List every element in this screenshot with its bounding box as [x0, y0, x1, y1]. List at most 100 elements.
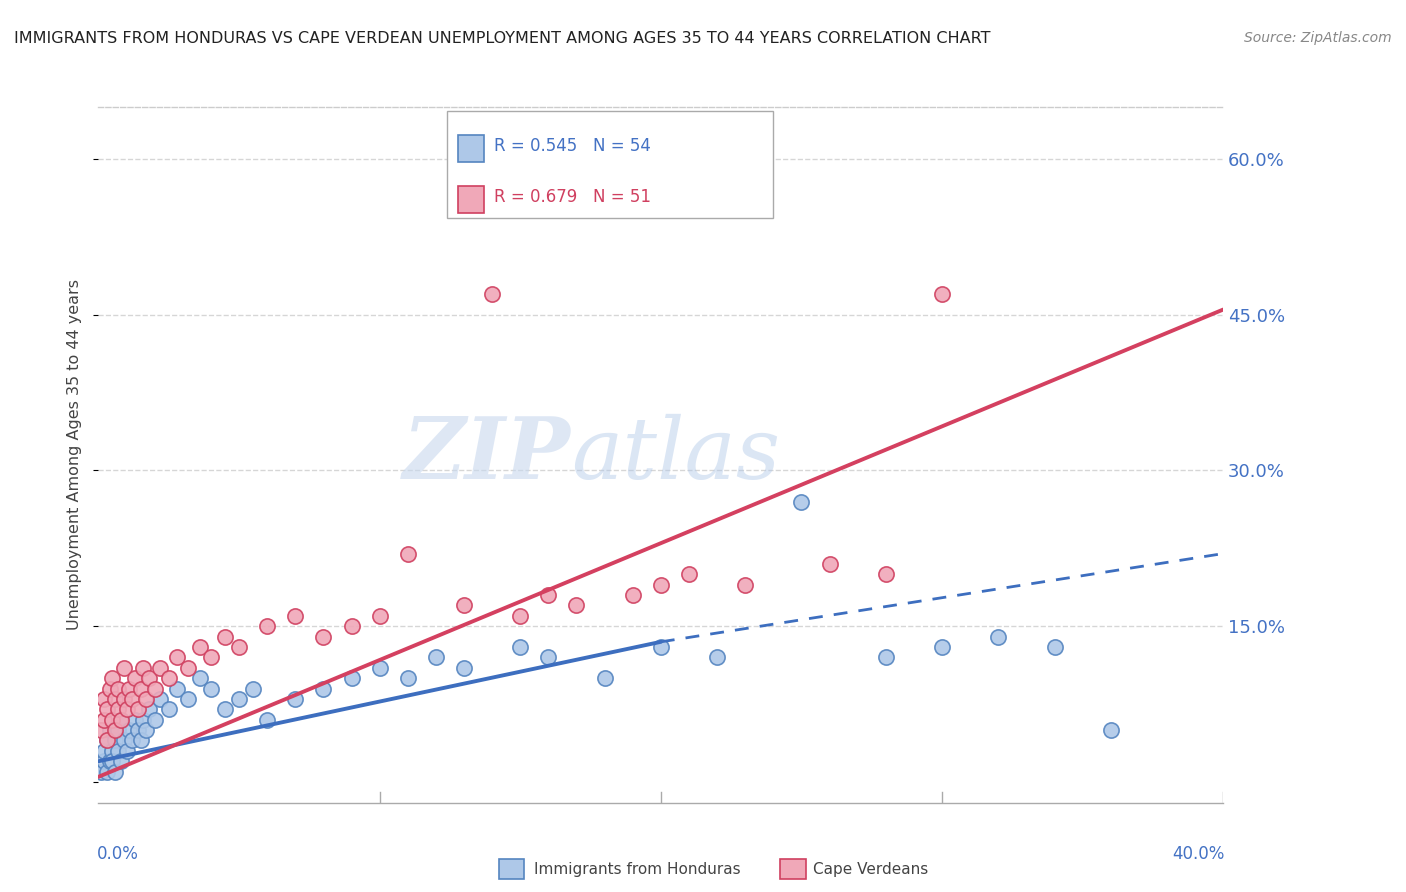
- Point: [90, 723, 112, 738]
- Point: [453, 599, 475, 613]
- Point: [132, 713, 155, 727]
- Point: [228, 692, 250, 706]
- Point: [96, 764, 118, 779]
- Point: [396, 547, 419, 561]
- Point: [104, 723, 127, 738]
- Text: atlas: atlas: [571, 414, 780, 496]
- Point: [256, 619, 278, 633]
- Point: [340, 671, 363, 685]
- Point: [188, 640, 211, 654]
- Point: [1099, 723, 1122, 738]
- Point: [104, 692, 127, 706]
- Point: [124, 671, 146, 685]
- Point: [101, 754, 124, 768]
- Point: [368, 608, 391, 623]
- Point: [107, 702, 129, 716]
- Point: [537, 588, 560, 602]
- Point: [678, 567, 700, 582]
- Point: [706, 650, 728, 665]
- Point: [149, 692, 172, 706]
- Point: [166, 681, 188, 696]
- Point: [734, 578, 756, 592]
- Point: [368, 661, 391, 675]
- Point: [200, 681, 222, 696]
- Text: Source: ZipAtlas.com: Source: ZipAtlas.com: [1244, 31, 1392, 45]
- Point: [149, 661, 172, 675]
- Point: [135, 692, 157, 706]
- Text: IMMIGRANTS FROM HONDURAS VS CAPE VERDEAN UNEMPLOYMENT AMONG AGES 35 TO 44 YEARS : IMMIGRANTS FROM HONDURAS VS CAPE VERDEAN…: [14, 31, 991, 46]
- Point: [93, 692, 115, 706]
- Point: [121, 733, 143, 747]
- Point: [112, 692, 135, 706]
- Point: [124, 713, 146, 727]
- Point: [115, 702, 138, 716]
- Point: [98, 681, 121, 696]
- Point: [931, 640, 953, 654]
- Point: [127, 723, 149, 738]
- Point: [96, 733, 118, 747]
- Point: [135, 723, 157, 738]
- Y-axis label: Unemployment Among Ages 35 to 44 years: Unemployment Among Ages 35 to 44 years: [67, 279, 83, 631]
- Point: [650, 640, 672, 654]
- Point: [875, 650, 897, 665]
- Point: [101, 744, 124, 758]
- Text: ZIP: ZIP: [404, 413, 571, 497]
- Point: [157, 671, 180, 685]
- Point: [312, 630, 335, 644]
- Text: Immigrants from Honduras: Immigrants from Honduras: [534, 863, 741, 877]
- Text: R = 0.679   N = 51: R = 0.679 N = 51: [494, 188, 651, 206]
- Point: [1043, 640, 1066, 654]
- Point: [118, 723, 141, 738]
- Point: [121, 692, 143, 706]
- Point: [143, 681, 166, 696]
- Point: [104, 733, 127, 747]
- Point: [931, 287, 953, 301]
- Point: [650, 578, 672, 592]
- Point: [129, 681, 152, 696]
- Point: [127, 702, 149, 716]
- Point: [621, 588, 644, 602]
- Point: [98, 754, 121, 768]
- Text: R = 0.545   N = 54: R = 0.545 N = 54: [494, 137, 651, 155]
- Point: [242, 681, 264, 696]
- Point: [790, 494, 813, 508]
- Point: [312, 681, 335, 696]
- Point: [110, 754, 132, 768]
- Point: [565, 599, 588, 613]
- Point: [593, 671, 616, 685]
- Point: [143, 713, 166, 727]
- Point: [96, 702, 118, 716]
- Point: [284, 608, 307, 623]
- Point: [107, 723, 129, 738]
- Point: [129, 733, 152, 747]
- Point: [132, 661, 155, 675]
- Point: [110, 713, 132, 727]
- Point: [425, 650, 447, 665]
- Point: [396, 671, 419, 685]
- Point: [93, 744, 115, 758]
- Point: [818, 557, 841, 571]
- Point: [118, 681, 141, 696]
- Point: [96, 733, 118, 747]
- Point: [453, 661, 475, 675]
- Text: 40.0%: 40.0%: [1173, 845, 1225, 863]
- Point: [115, 744, 138, 758]
- Point: [228, 640, 250, 654]
- Point: [177, 692, 200, 706]
- Text: Cape Verdeans: Cape Verdeans: [813, 863, 928, 877]
- Point: [112, 661, 135, 675]
- Point: [256, 713, 278, 727]
- Point: [101, 713, 124, 727]
- Point: [93, 713, 115, 727]
- Point: [340, 619, 363, 633]
- Point: [166, 650, 188, 665]
- Point: [110, 713, 132, 727]
- Point: [537, 650, 560, 665]
- Point: [98, 723, 121, 738]
- Point: [157, 702, 180, 716]
- Point: [509, 608, 531, 623]
- Point: [93, 754, 115, 768]
- Point: [284, 692, 307, 706]
- Point: [509, 640, 531, 654]
- Point: [90, 764, 112, 779]
